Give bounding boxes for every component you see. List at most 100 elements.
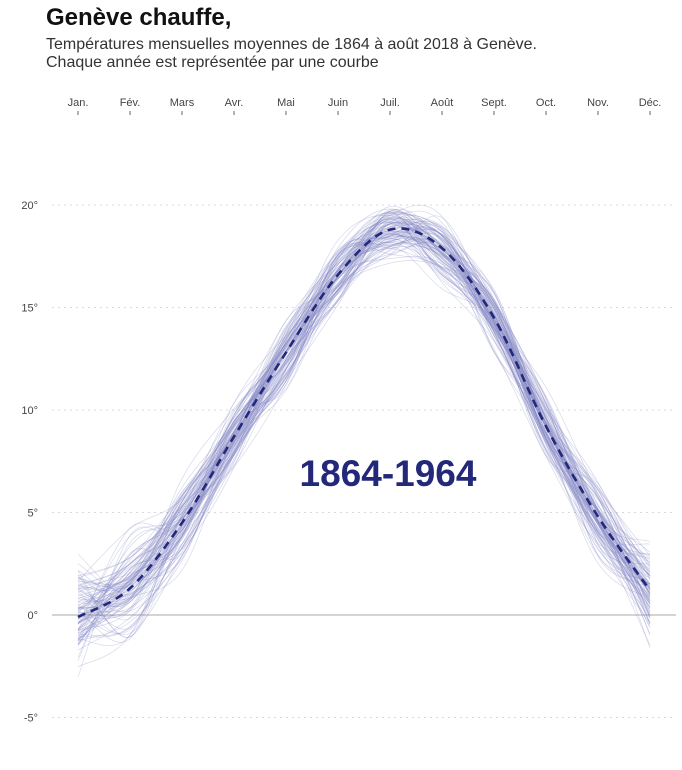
year-curve — [77, 212, 651, 623]
year-curve — [77, 232, 651, 619]
year-curve — [77, 219, 651, 644]
year-curve — [77, 245, 651, 638]
year-curve — [77, 230, 651, 610]
year-curve — [77, 223, 651, 588]
x-tick-label: Juin — [328, 97, 348, 109]
year-curve — [77, 211, 651, 620]
year-curve — [77, 230, 651, 618]
x-tick-label: Sept. — [481, 97, 507, 109]
x-axis: Jan. Fév. Mars Avr. Mai Juin Juil. Août Sept. Oct… — [68, 97, 662, 115]
year-curve — [77, 227, 651, 608]
year-curve — [77, 241, 651, 646]
year-curve — [77, 220, 651, 636]
year-curve — [77, 212, 651, 632]
year-curve — [77, 243, 651, 614]
year-curve — [77, 237, 651, 599]
year-curve — [77, 220, 651, 607]
year-curve — [77, 217, 651, 623]
year-curve — [77, 222, 651, 624]
year-curve — [77, 220, 651, 618]
year-curve — [77, 236, 651, 641]
year-curve — [77, 239, 651, 621]
year-curve — [77, 235, 651, 585]
year-curve — [77, 229, 651, 648]
year-curve — [77, 233, 651, 637]
year-curve — [77, 232, 651, 635]
year-curve — [77, 233, 651, 645]
period-label: 1864-1964 — [300, 453, 477, 494]
year-curve — [77, 226, 651, 635]
year-curve — [77, 214, 651, 607]
year-curve — [77, 218, 651, 641]
x-tick-label: Mars — [170, 97, 195, 109]
year-curve — [77, 236, 651, 625]
mean-curve — [77, 227, 652, 619]
chart-subtitle: Températures mensuelles moyennes de 1864… — [46, 36, 537, 72]
y-tick-label: 5° — [27, 508, 38, 520]
y-tick-label: 0° — [27, 610, 38, 622]
year-curve — [77, 238, 651, 617]
year-curve — [77, 222, 651, 623]
year-curve — [77, 228, 651, 640]
year-curve — [77, 206, 651, 616]
year-curve — [77, 225, 651, 630]
year-curve — [77, 239, 651, 677]
y-tick-label: 10° — [21, 405, 38, 417]
year-curve — [77, 237, 651, 620]
x-tick-label: Août — [431, 97, 454, 109]
year-curve — [77, 224, 651, 590]
year-curve — [77, 241, 651, 602]
year-curve — [77, 208, 651, 630]
year-curve — [77, 204, 651, 587]
year-curve — [77, 239, 651, 610]
year-curve — [77, 211, 651, 593]
grid-lines — [52, 204, 676, 718]
y-axis: -5° 0° 5° 10° 15° 20° — [21, 200, 38, 725]
year-curve — [77, 238, 651, 624]
year-curve — [77, 221, 651, 624]
subtitle-line-2: Chaque année est représentée par une cou… — [46, 54, 379, 71]
x-tick-label: Mai — [277, 97, 295, 109]
year-curve — [77, 245, 651, 625]
year-curve — [77, 235, 651, 627]
year-curve — [77, 234, 651, 615]
year-curve — [77, 218, 651, 651]
x-tick-label: Juil. — [380, 97, 400, 109]
year-curve — [77, 210, 651, 625]
year-curve — [77, 221, 651, 609]
x-tick-label: Avr. — [225, 97, 244, 109]
chart-title: Genève chauffe, — [46, 4, 232, 31]
year-curve — [77, 222, 651, 620]
mean-line — [77, 227, 652, 619]
x-tick-label: Fév. — [120, 97, 141, 109]
year-curves — [77, 204, 651, 677]
year-curve — [77, 217, 651, 589]
year-curve — [77, 210, 651, 606]
x-tick-label: Nov. — [587, 97, 609, 109]
year-curve — [77, 222, 651, 646]
year-curve — [77, 215, 651, 631]
year-curve — [77, 228, 651, 595]
year-curve — [77, 218, 651, 643]
year-curve — [77, 234, 651, 631]
year-curve — [77, 260, 651, 642]
year-curve — [77, 209, 651, 608]
year-curve — [77, 221, 651, 613]
year-curve — [77, 210, 651, 610]
year-curve — [77, 216, 651, 609]
year-curve — [77, 232, 651, 646]
year-curve — [77, 211, 651, 623]
year-curve — [77, 221, 651, 603]
x-tick-label: Oct. — [536, 97, 556, 109]
year-curve — [77, 241, 651, 641]
subtitle-line-1: Températures mensuelles moyennes de 1864… — [46, 36, 537, 53]
year-curve — [77, 217, 651, 634]
x-tick-label: Déc. — [639, 97, 662, 109]
year-curve — [77, 242, 651, 635]
year-curve — [77, 219, 651, 589]
year-curve — [77, 241, 651, 645]
year-curve — [77, 210, 651, 634]
year-curve — [77, 221, 651, 661]
y-tick-label: -5° — [24, 713, 38, 725]
